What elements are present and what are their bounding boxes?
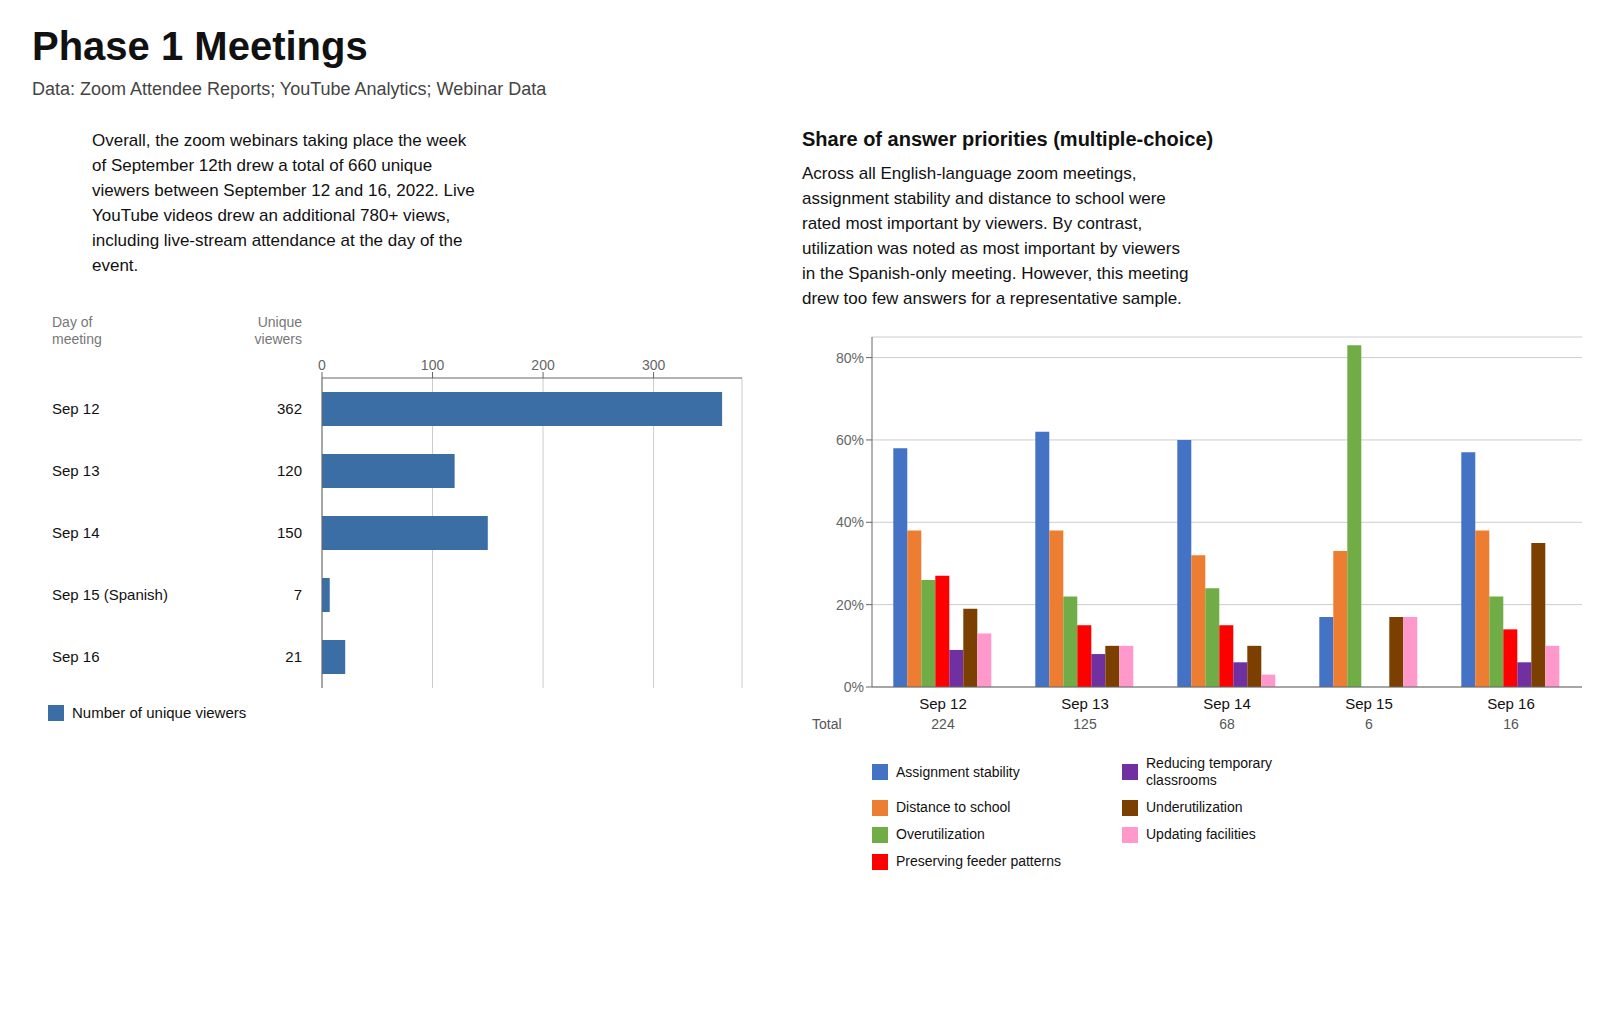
html-text:Updating facilities: Updating facilities: [1146, 826, 1256, 842]
svg-text:Sep 16: Sep 16: [1487, 695, 1535, 712]
svg-text:Sep 13: Sep 13: [1061, 695, 1109, 712]
svg-text:Sep 12: Sep 12: [919, 695, 967, 712]
svg-text:7: 7: [294, 586, 302, 603]
html-text:of September 12th drew a total: of September 12th drew a total of 660 un…: [92, 156, 433, 175]
html-text:utilization was noted as most: utilization was noted as most important …: [802, 239, 1180, 258]
svg-text:224: 224: [931, 716, 955, 732]
svg-text:100: 100: [421, 357, 445, 373]
svg-text:Sep 13: Sep 13: [52, 462, 100, 479]
html-text:Preserving feeder patterns: Preserving feeder patterns: [896, 853, 1061, 869]
svg-text:20%: 20%: [836, 597, 864, 613]
svg-text:Sep 14: Sep 14: [52, 524, 100, 541]
html-text:Share of answer priorities (mu: Share of answer priorities (multiple-cho…: [802, 128, 1214, 150]
html-text:Reducing temporary classrooms: Reducing temporary classrooms: [1146, 755, 1273, 788]
svg-text:0: 0: [318, 357, 326, 373]
svg-text:21: 21: [285, 648, 302, 665]
html-text:assignment stability and dista: assignment stability and distance to sch…: [802, 189, 1166, 208]
svg-text:Sep 12: Sep 12: [52, 400, 100, 417]
svg-text:60%: 60%: [836, 432, 864, 448]
svg-text:40%: 40%: [836, 514, 864, 530]
html-text:Assignment stability: Assignment stability: [896, 763, 1020, 780]
svg-text:Sep 15 (Spanish): Sep 15 (Spanish): [52, 586, 168, 603]
html-text:Phase 1 Meetings: Phase 1 Meetings: [32, 24, 368, 68]
svg-text:Sep 16: Sep 16: [52, 648, 100, 665]
svg-text:150: 150: [277, 524, 302, 541]
svg-text:200: 200: [531, 357, 555, 373]
svg-text:Sep 15: Sep 15: [1345, 695, 1393, 712]
svg-text:Uniqueviewers: Uniqueviewers: [255, 314, 303, 347]
svg-text:Sep 14: Sep 14: [1203, 695, 1251, 712]
svg-text:300: 300: [642, 357, 666, 373]
html-text:rated most important by viewer: rated most important by viewers. By cont…: [802, 214, 1143, 233]
svg-text:6: 6: [1365, 716, 1373, 732]
svg-text:125: 125: [1073, 716, 1097, 732]
svg-text:Day ofmeeting: Day ofmeeting: [52, 314, 102, 347]
svg-text:0%: 0%: [844, 679, 864, 695]
html-text:Underutilization: Underutilization: [1146, 799, 1243, 815]
html-text:Data: Zoom Attendee Reports; Y: Data: Zoom Attendee Reports; YouTube Ana…: [32, 79, 547, 99]
svg-text:16: 16: [1503, 716, 1519, 732]
html-text:YouTube videos drew an additio: YouTube videos drew an additional 780+ v…: [92, 206, 451, 225]
html-text:Overutilization: Overutilization: [896, 826, 985, 842]
html-text:event.: event.: [92, 256, 139, 275]
html-text:viewers between September 12 a: viewers between September 12 and 16, 202…: [92, 181, 475, 200]
svg-text:80%: 80%: [836, 350, 864, 366]
html-text:including live-stream attendan: including live-stream attendance at the …: [92, 231, 463, 250]
html-text:in the Spanish-only meeting. H: in the Spanish-only meeting. However, th…: [802, 264, 1189, 283]
svg-text:Total: Total: [812, 716, 842, 732]
svg-text:68: 68: [1219, 716, 1235, 732]
svg-text:362: 362: [277, 400, 302, 417]
html-text:Distance to school: Distance to school: [896, 799, 1011, 815]
html-text:Number of unique viewers: Number of unique viewers: [72, 704, 247, 721]
html-text:Across all English-language zo: Across all English-language zoom meeting…: [802, 164, 1137, 183]
html-text:Overall, the zoom webinars tak: Overall, the zoom webinars taking place …: [92, 131, 467, 150]
svg-text:120: 120: [277, 462, 302, 479]
html-text:drew too few answers for a rep: drew too few answers for a representativ…: [802, 289, 1182, 308]
